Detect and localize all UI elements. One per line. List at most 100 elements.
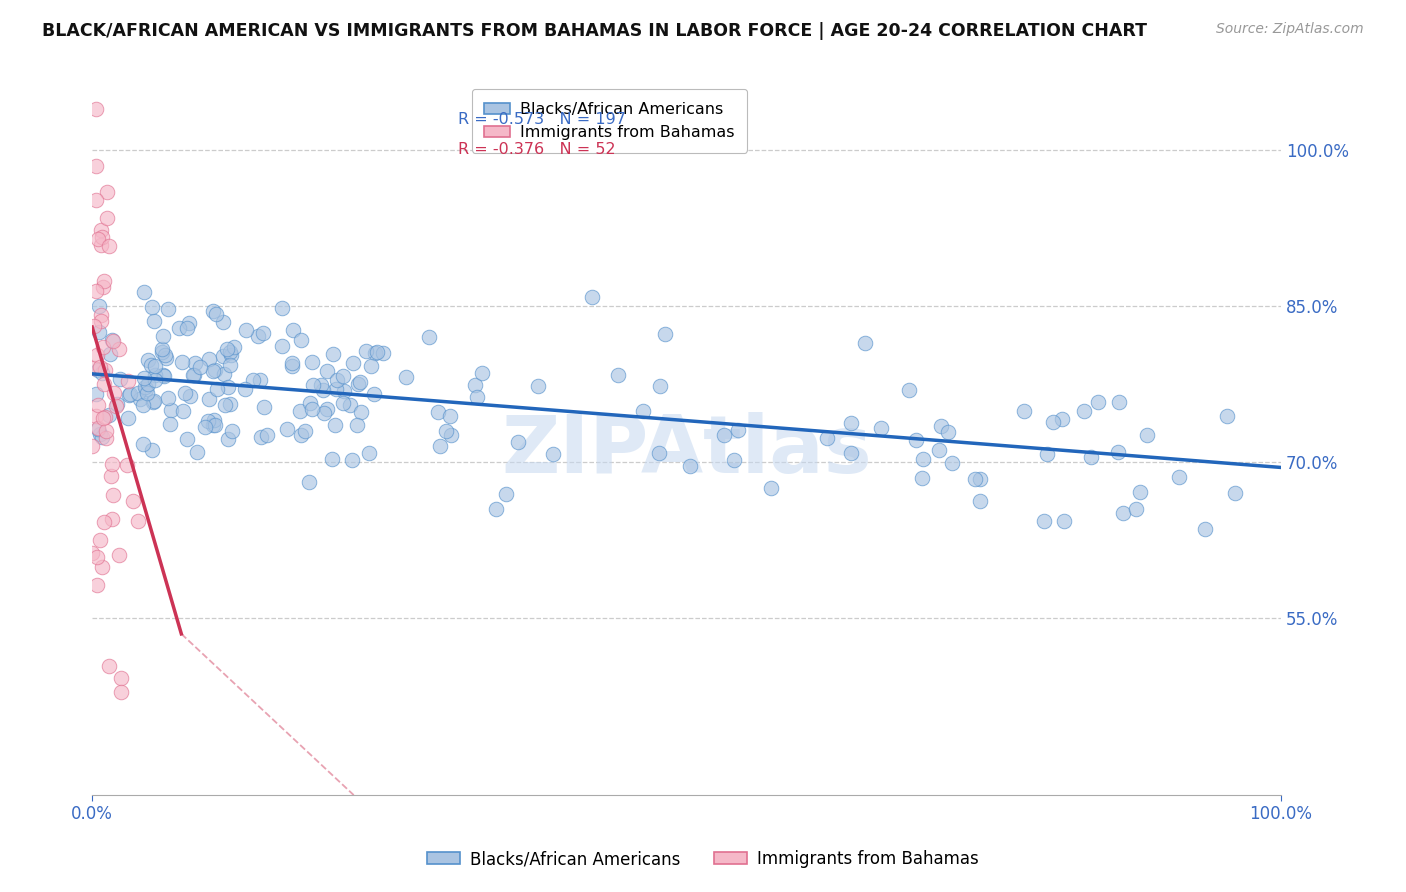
Point [93,275,115,289]
Point [100,347,122,361]
Point [179,316,201,330]
Point [152,368,174,383]
Point [202,413,225,427]
Point [309,378,332,392]
Point [204,417,226,432]
Point [252,326,274,340]
Point [176,321,198,335]
Point [249,373,271,387]
Point [363,387,385,401]
Point [100,333,122,347]
Point [713,427,735,442]
Point [101,457,124,471]
Point [219,348,242,362]
Point [1032,514,1054,528]
Point [897,383,920,397]
Point [170,355,193,369]
Point [371,346,394,360]
Point [93,340,115,354]
Point [190,360,212,375]
Point [110,671,132,685]
Point [541,448,564,462]
Point [110,684,132,698]
Point [83,318,105,333]
Point [101,488,124,502]
Point [929,418,952,433]
Point [224,341,246,355]
Point [93,515,115,529]
Point [214,398,236,412]
Point [233,382,256,396]
Point [439,409,461,424]
Point [84,193,107,207]
Point [332,384,354,399]
Legend: Blacks/African Americans, Immigrants from Bahamas: Blacks/African Americans, Immigrants fro… [420,844,986,875]
Point [1129,484,1152,499]
Point [607,368,630,382]
Point [1108,394,1130,409]
Point [271,339,294,353]
Point [912,452,935,467]
Point [235,322,257,336]
Point [219,358,242,372]
Point [93,411,115,425]
Point [1012,404,1035,418]
Point [465,390,488,404]
Legend: Blacks/African Americans, Immigrants from Bahamas: Blacks/African Americans, Immigrants fro… [471,89,747,153]
Point [288,403,311,417]
Point [90,313,112,327]
Point [143,314,166,328]
Point [134,380,156,394]
Point [183,368,205,382]
Point [83,361,105,376]
Point [316,363,339,377]
Point [94,431,117,445]
Point [157,302,180,317]
Point [342,356,364,370]
Point [101,512,124,526]
Point [301,378,323,392]
Point [315,401,337,416]
Point [434,424,457,438]
Point [139,358,162,372]
Point [87,422,110,436]
Point [84,409,107,424]
Point [332,395,354,409]
Point [87,398,110,412]
Point [276,422,298,436]
Point [219,396,242,410]
Point [127,386,149,401]
Point [360,359,382,373]
Point [1107,445,1129,459]
Point [152,328,174,343]
Point [215,342,238,356]
Point [86,348,108,362]
Point [495,486,517,500]
Point [117,375,139,389]
Point [89,427,111,442]
Point [1073,403,1095,417]
Point [90,366,112,380]
Point [1036,447,1059,461]
Point [107,342,129,356]
Point [174,386,197,401]
Point [969,494,991,508]
Point [84,159,107,173]
Point [205,307,228,321]
Point [366,344,388,359]
Point [928,442,950,457]
Point [82,546,104,560]
Point [118,387,141,401]
Point [941,456,963,470]
Point [342,453,364,467]
Point [90,223,112,237]
Text: Source: ZipAtlas.com: Source: ZipAtlas.com [1216,22,1364,37]
Point [314,406,336,420]
Point [87,421,110,435]
Point [96,185,118,199]
Point [256,428,278,442]
Point [153,348,176,362]
Point [202,417,225,432]
Point [429,440,451,454]
Point [350,405,373,419]
